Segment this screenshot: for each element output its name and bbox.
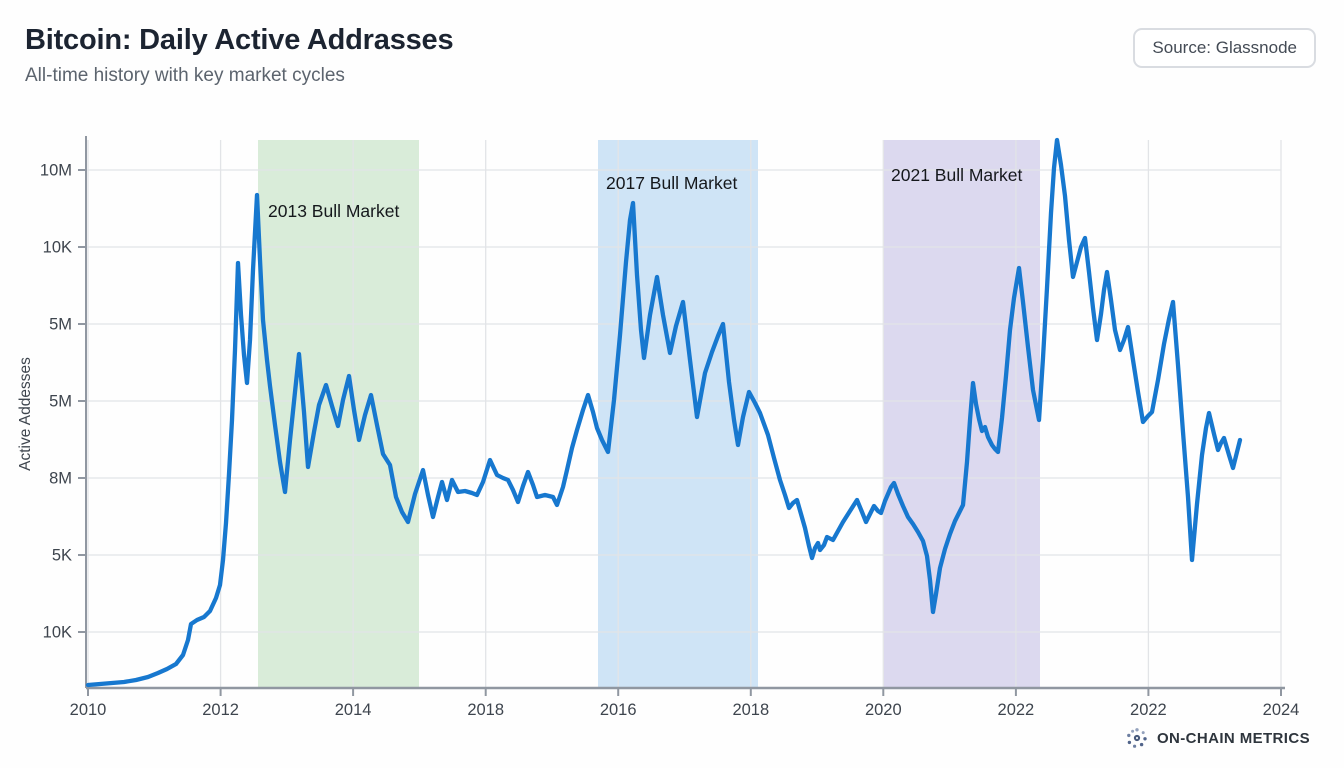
- y-tick-label: 10K: [43, 624, 72, 642]
- brand-label: ON-CHAIN METRICS: [1156, 729, 1310, 747]
- y-tick-label: 10M: [40, 162, 72, 180]
- y-tick-label: 5M: [49, 316, 72, 334]
- x-tick-label: 2020: [865, 701, 902, 719]
- chart-header: Bitcoin: Daily Active Addrasses All-time…: [25, 24, 454, 87]
- y-tick-label: 5K: [52, 547, 72, 565]
- y-tick-label: 8M: [49, 470, 72, 488]
- x-tick-label: 2016: [600, 701, 637, 719]
- x-tick-label: 2014: [335, 701, 372, 719]
- x-tick-label: 2022: [998, 701, 1035, 719]
- page-title: Bitcoin: Daily Active Addrasses: [25, 24, 454, 56]
- x-tick-label: 2012: [202, 701, 239, 719]
- y-axis-title: Active Addesses: [17, 357, 34, 471]
- bull-market-label: 2021 Bull Market: [891, 165, 1022, 185]
- x-tick-label: 2024: [1263, 701, 1300, 719]
- x-tick-label: 2022: [1130, 701, 1167, 719]
- bull-market-label: 2013 Bull Market: [268, 201, 399, 221]
- active-addresses-line: [85, 137, 1243, 688]
- bull-market-band: [884, 140, 1040, 688]
- x-tick-label: 2010: [70, 701, 107, 719]
- onchain-metrics-icon: [1127, 728, 1147, 748]
- bull-market-label: 2017 Bull Market: [606, 173, 737, 193]
- source-badge: Source: Glassnode: [1133, 28, 1316, 68]
- y-tick-label: 5M: [49, 393, 72, 411]
- y-tick-label: 10K: [43, 239, 72, 257]
- page-subtitle: All-time history with key market cycles: [25, 65, 345, 86]
- x-tick-label: 2018: [467, 701, 504, 719]
- brand-footer: ON-CHAIN METRICS: [1125, 726, 1310, 750]
- x-tick-label: 2018: [732, 701, 769, 719]
